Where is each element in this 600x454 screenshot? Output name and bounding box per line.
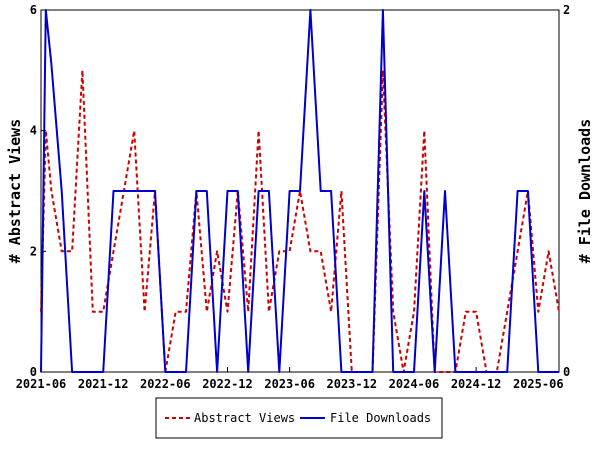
- right-y-tick-label: 0: [563, 365, 570, 379]
- x-tick-label: 2023-06: [264, 377, 315, 391]
- left-y-tick-label: 0: [30, 365, 37, 379]
- x-tick-label: 2022-12: [202, 377, 253, 391]
- x-tick-label: 2024-06: [389, 377, 440, 391]
- series-line-file-downloads: [40, 9, 559, 373]
- legend-label-file-downloads: File Downloads: [330, 411, 431, 425]
- series-line-abstract-views: [40, 69, 560, 373]
- x-tick-label: 2021-12: [78, 377, 129, 391]
- x-tick-label: 2022-06: [140, 377, 191, 391]
- x-tick-label: 2021-06: [16, 377, 67, 391]
- left-y-tick-label: 2: [30, 244, 37, 258]
- x-tick-label: 2025-06: [513, 377, 564, 391]
- x-tick-label: 2023-12: [327, 377, 378, 391]
- legend: Abstract Views File Downloads: [155, 397, 443, 439]
- left-y-tick-label: 4: [30, 124, 37, 138]
- left-y-tick-label: 6: [30, 3, 37, 17]
- legend-label-abstract-views: Abstract Views: [194, 411, 295, 425]
- series-layer: [40, 9, 560, 373]
- x-tick-label: 2024-12: [451, 377, 502, 391]
- right-y-tick-label: 2: [563, 3, 570, 17]
- x-axis: 2021-06 2021-12 2022-06 2022-12 2023-06 2023-…: [16, 367, 564, 391]
- legend-box: [155, 397, 443, 439]
- left-axis-title: # Abstract Views: [6, 119, 24, 264]
- right-axis-title: # File Downloads: [576, 119, 594, 264]
